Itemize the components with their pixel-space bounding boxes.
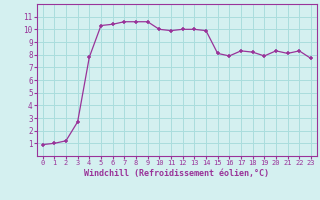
X-axis label: Windchill (Refroidissement éolien,°C): Windchill (Refroidissement éolien,°C) <box>84 169 269 178</box>
